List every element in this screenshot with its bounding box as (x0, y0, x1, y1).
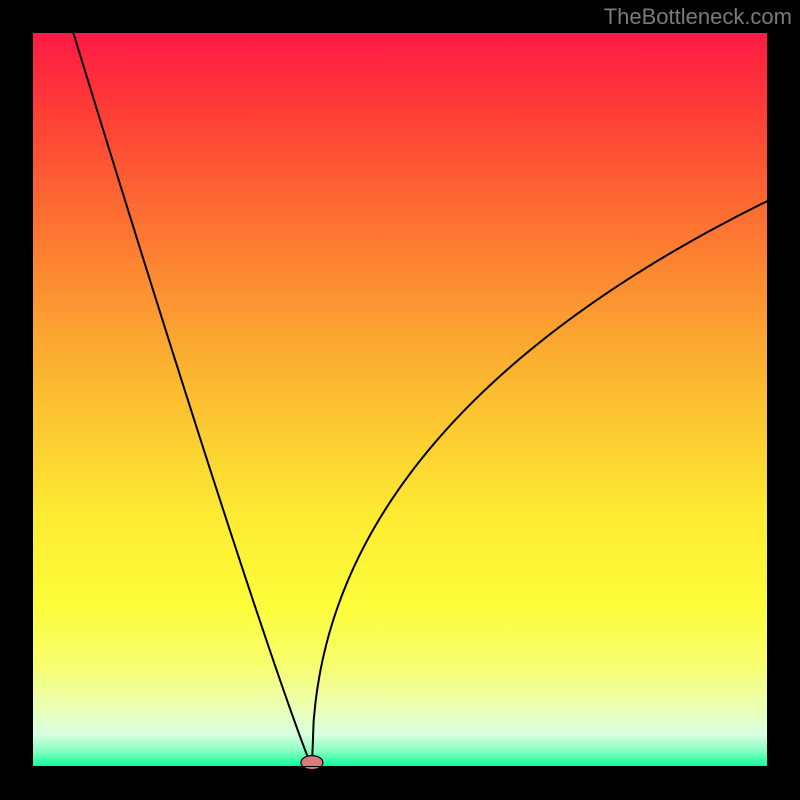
gradient-background (33, 33, 767, 767)
minimum-marker (301, 756, 323, 770)
bottleneck-chart (0, 0, 800, 800)
chart-container: TheBottleneck.com (0, 0, 800, 800)
watermark-text: TheBottleneck.com (604, 4, 792, 30)
